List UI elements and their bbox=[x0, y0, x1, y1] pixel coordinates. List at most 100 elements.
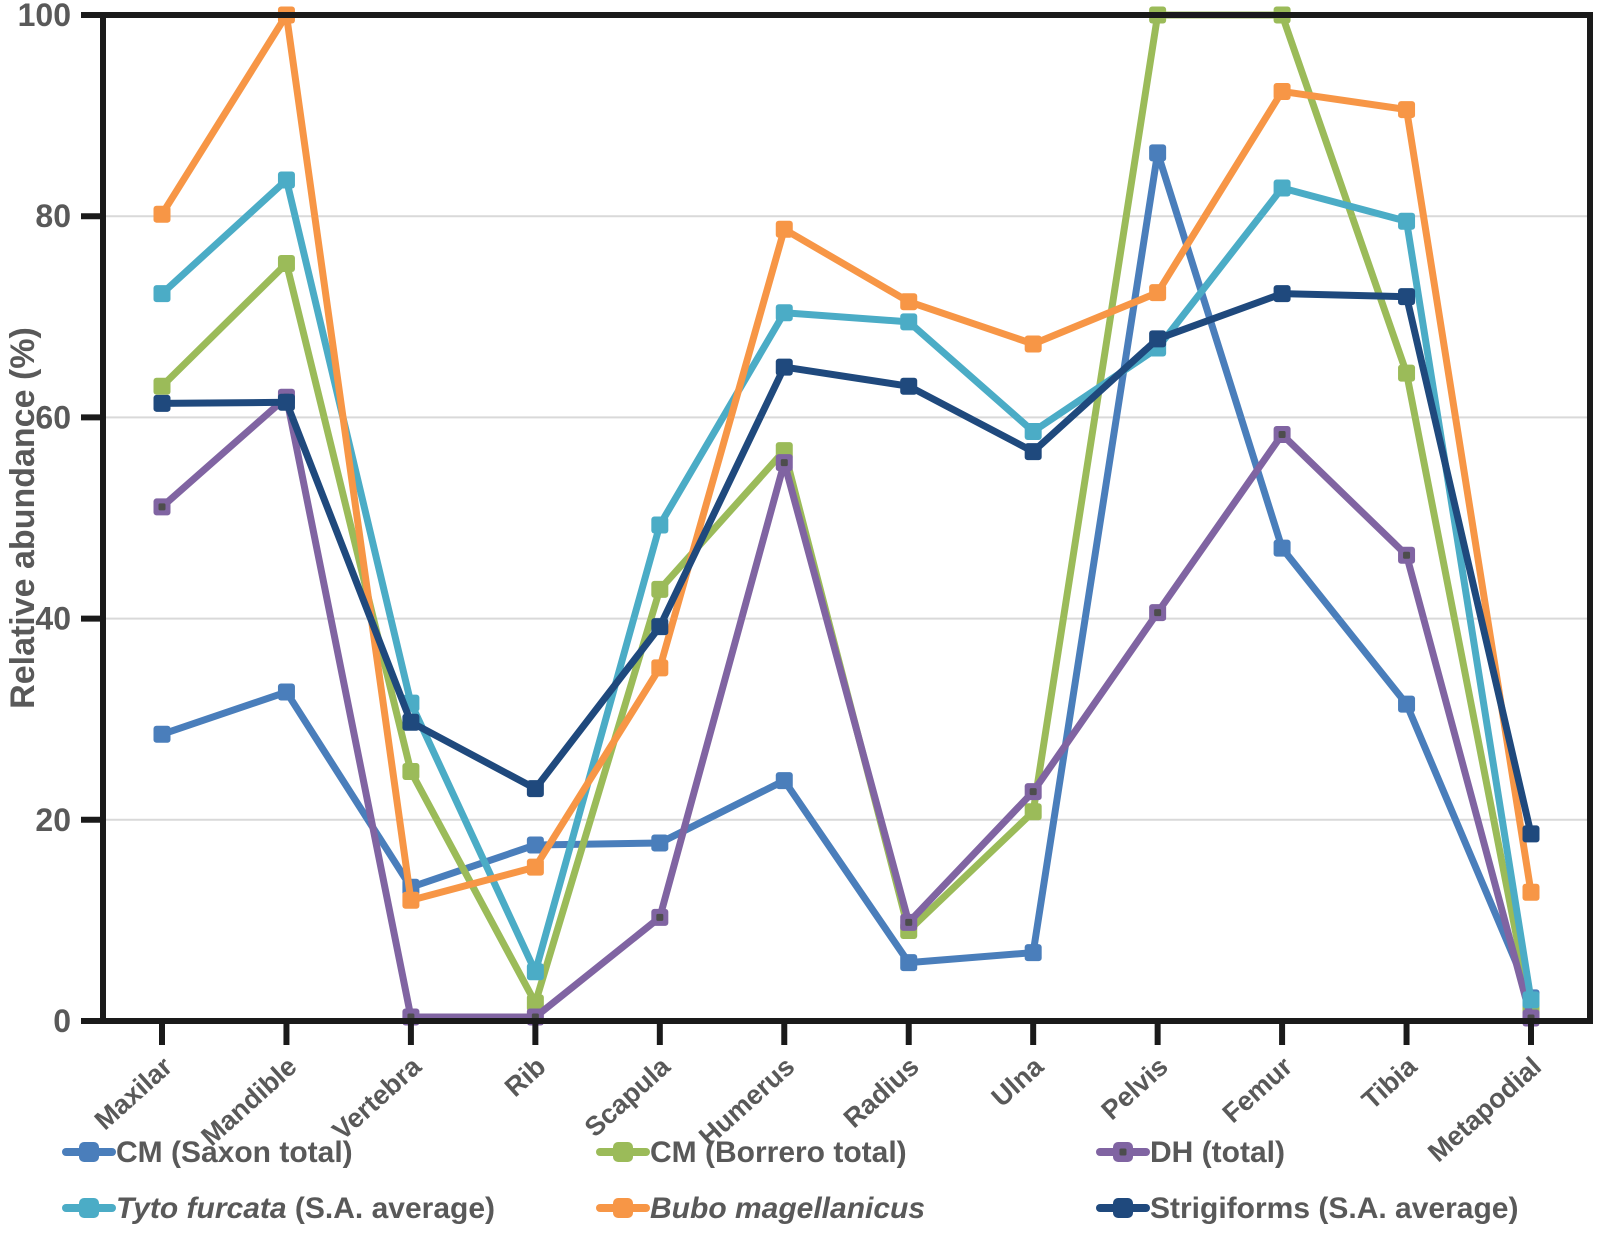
data-point-dot bbox=[1278, 431, 1286, 439]
data-point bbox=[1398, 288, 1416, 306]
data-point bbox=[900, 293, 918, 311]
data-point bbox=[775, 220, 793, 238]
legend: CM (Saxon total) CM (Borrero total) DH (to… bbox=[62, 1136, 1518, 1225]
data-point bbox=[526, 858, 544, 876]
legend-label: CM (Borrero total) bbox=[650, 1136, 907, 1169]
data-point bbox=[775, 772, 793, 790]
legend-item: CM (Borrero total) bbox=[596, 1136, 907, 1169]
data-point bbox=[651, 834, 669, 852]
data-point bbox=[277, 393, 295, 411]
data-point bbox=[153, 285, 171, 303]
legend-marker-dot bbox=[1119, 1148, 1127, 1156]
data-point bbox=[153, 377, 171, 395]
legend-item: Strigiforms (S.A. average) bbox=[1096, 1192, 1518, 1225]
data-point bbox=[1273, 179, 1291, 197]
series-line-4 bbox=[158, 176, 1535, 1004]
data-point bbox=[1273, 82, 1291, 100]
data-point bbox=[651, 516, 669, 534]
legend-label: Tyto furcata (S.A. average) bbox=[116, 1192, 495, 1225]
data-point bbox=[1149, 144, 1167, 162]
data-point bbox=[1149, 330, 1167, 348]
data-point bbox=[277, 171, 295, 189]
legend-marker bbox=[79, 1198, 99, 1218]
data-point bbox=[526, 963, 544, 981]
legend-marker bbox=[1113, 1198, 1133, 1218]
legend-item: CM (Saxon total) bbox=[62, 1136, 353, 1169]
data-point bbox=[1024, 422, 1042, 440]
legend-label: Strigiforms (S.A. average) bbox=[1150, 1192, 1518, 1225]
data-point bbox=[775, 358, 793, 376]
data-point bbox=[1024, 335, 1042, 353]
legend-item: DH (total) bbox=[1096, 1136, 1285, 1169]
data-point bbox=[526, 836, 544, 854]
series-line-5 bbox=[158, 11, 1535, 904]
data-point bbox=[402, 891, 420, 909]
legend-marker bbox=[613, 1142, 633, 1162]
y-tick-label: 0 bbox=[53, 1003, 71, 1039]
x-tick-label: Vertebra bbox=[327, 1051, 428, 1146]
x-tick-label: Scapula bbox=[579, 1051, 677, 1143]
data-point-dot bbox=[905, 918, 913, 926]
plot-border bbox=[100, 12, 1593, 1024]
data-point bbox=[1273, 285, 1291, 303]
data-point bbox=[1398, 101, 1416, 119]
y-axis-title: Relative abundance (%) bbox=[4, 327, 42, 709]
x-tick-label: Metapodial bbox=[1422, 1051, 1547, 1168]
data-point bbox=[277, 683, 295, 701]
data-point bbox=[1273, 539, 1291, 557]
x-tick-label: Maxilar bbox=[89, 1051, 179, 1136]
axes-layer bbox=[81, 12, 1593, 1045]
data-point bbox=[526, 994, 544, 1012]
x-tick-label: Pelvis bbox=[1096, 1051, 1174, 1126]
data-point bbox=[651, 580, 669, 598]
x-tick-label: Ulna bbox=[986, 1051, 1050, 1113]
data-point bbox=[526, 780, 544, 798]
legend-label: CM (Saxon total) bbox=[116, 1136, 353, 1169]
series-line-6 bbox=[158, 290, 1535, 838]
data-point bbox=[402, 763, 420, 781]
data-point bbox=[1398, 364, 1416, 382]
legend-item: Bubo magellanicus bbox=[596, 1192, 925, 1225]
data-point bbox=[775, 304, 793, 322]
legend-label: DH (total) bbox=[1150, 1136, 1285, 1169]
data-point bbox=[153, 725, 171, 743]
data-point bbox=[153, 205, 171, 223]
data-point bbox=[1024, 803, 1042, 821]
legend-marker bbox=[613, 1198, 633, 1218]
x-tick-label: Tibia bbox=[1356, 1051, 1423, 1116]
data-point-dot bbox=[1154, 609, 1162, 617]
data-point bbox=[900, 954, 918, 972]
legend-item: Tyto furcata (S.A. average) bbox=[62, 1192, 495, 1225]
data-point bbox=[900, 313, 918, 331]
y-tick-label: 100 bbox=[18, 0, 71, 33]
data-point bbox=[1398, 695, 1416, 713]
data-point bbox=[402, 713, 420, 731]
data-point bbox=[651, 659, 669, 677]
data-point bbox=[651, 618, 669, 636]
data-point-dot bbox=[780, 459, 788, 467]
data-point-dot bbox=[158, 503, 166, 511]
series-line-3 bbox=[158, 393, 1535, 1022]
x-tick-label: Femur bbox=[1217, 1051, 1299, 1129]
x-tick-label: Radius bbox=[838, 1051, 925, 1134]
data-point bbox=[1522, 825, 1540, 843]
y-tick-label: 40 bbox=[35, 601, 71, 637]
data-point-dot bbox=[656, 913, 664, 921]
data-point bbox=[153, 394, 171, 412]
y-tick-label: 60 bbox=[35, 399, 71, 435]
y-tick-label: 20 bbox=[35, 802, 71, 838]
x-tick-label: Rib bbox=[499, 1051, 551, 1102]
data-point bbox=[1522, 883, 1540, 901]
data-point bbox=[1398, 212, 1416, 230]
data-point bbox=[1024, 944, 1042, 962]
data-point-dot bbox=[1029, 788, 1037, 796]
data-point-dot bbox=[1403, 551, 1411, 559]
data-point bbox=[1024, 443, 1042, 461]
data-point bbox=[1522, 991, 1540, 1009]
legend-marker bbox=[79, 1142, 99, 1162]
data-point bbox=[277, 254, 295, 272]
data-point bbox=[900, 377, 918, 395]
series-line-1 bbox=[158, 149, 1535, 1002]
